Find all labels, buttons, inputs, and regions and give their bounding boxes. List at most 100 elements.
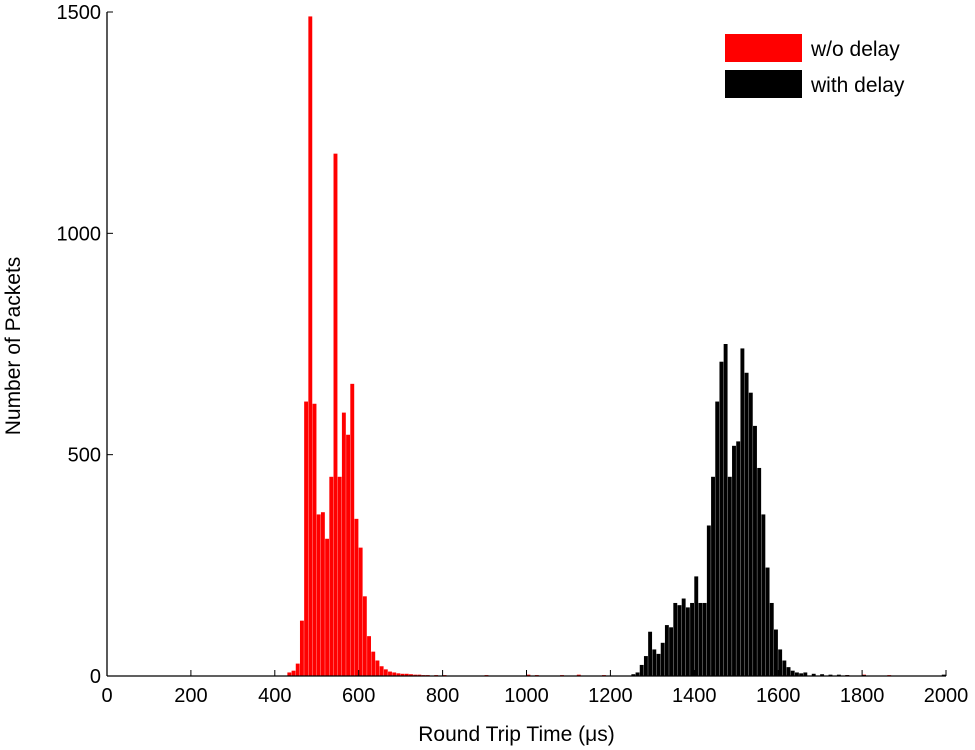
- histogram-bar-without-delay: [383, 669, 388, 676]
- x-tick-label: 1800: [840, 685, 885, 707]
- histogram-bar-with-delay: [820, 674, 825, 676]
- y-tick-label: 1000: [57, 223, 102, 245]
- histogram-bar-without-delay: [375, 660, 380, 676]
- histogram-bar-without-delay: [388, 671, 392, 676]
- x-axis-title: Round Trip Time (μs): [418, 723, 615, 746]
- histogram-bar-without-delay: [299, 620, 304, 676]
- histogram-bar-without-delay: [304, 401, 309, 676]
- histogram-bar-without-delay: [417, 674, 422, 676]
- histogram-bar-with-delay: [698, 602, 703, 676]
- histogram-bar-with-delay: [799, 673, 804, 676]
- histogram-bar-with-delay: [736, 441, 741, 676]
- x-tick-label: 1200: [588, 685, 633, 707]
- histogram-bar-with-delay: [685, 607, 690, 676]
- histogram-bar-with-delay: [635, 672, 640, 676]
- histogram-bar-without-delay: [362, 596, 367, 676]
- histogram-bar-without-delay: [526, 674, 531, 676]
- x-tick-label: 400: [258, 685, 291, 707]
- histogram-bar-without-delay: [413, 674, 418, 676]
- histogram-bar-with-delay: [648, 631, 653, 676]
- histogram-bar-with-delay: [723, 344, 728, 676]
- histogram-bar-without-delay: [409, 674, 413, 676]
- histogram-bar-with-delay: [694, 576, 699, 676]
- legend-label: w/o delay: [810, 38, 900, 61]
- histogram-bars: [287, 16, 946, 677]
- histogram-bar-with-delay: [748, 392, 753, 676]
- legend-item-with-delay: with delay: [725, 70, 905, 98]
- histogram-bar-with-delay: [778, 649, 783, 676]
- histogram-bar-with-delay: [765, 567, 770, 676]
- x-tick-label: 1400: [672, 685, 717, 707]
- histogram-bar-without-delay: [329, 476, 334, 676]
- histogram-bar-with-delay: [631, 674, 636, 676]
- histogram-bar-without-delay: [312, 403, 317, 676]
- histogram-bar-without-delay: [358, 547, 363, 676]
- x-tick-label: 1600: [756, 685, 801, 707]
- histogram-bar-with-delay: [769, 602, 774, 676]
- x-tick-label: 1000: [504, 685, 549, 707]
- histogram-bar-without-delay: [346, 434, 351, 676]
- histogram-bar-without-delay: [396, 673, 401, 676]
- histogram-bar-with-delay: [719, 361, 724, 676]
- histogram-bar-with-delay: [656, 653, 661, 676]
- legend-swatch: [725, 70, 802, 98]
- y-tick-label: 500: [68, 445, 101, 467]
- histogram-bar-with-delay: [673, 602, 678, 676]
- histogram-bar-without-delay: [400, 673, 405, 676]
- histogram-bar-with-delay: [757, 467, 762, 676]
- histogram-bar-with-delay: [639, 664, 644, 676]
- histogram-bar-without-delay: [371, 651, 376, 676]
- histogram-bar-without-delay: [320, 512, 325, 676]
- histogram-bar-without-delay: [392, 672, 397, 676]
- histogram-bar-with-delay: [774, 629, 778, 676]
- legend-item-without-delay: w/o delay: [725, 34, 900, 62]
- histogram-bar-with-delay: [761, 514, 766, 676]
- histogram-bar-without-delay: [379, 666, 384, 676]
- y-axis-title: Number of Packets: [2, 257, 25, 436]
- histogram-bar-without-delay: [295, 663, 300, 676]
- histogram-bar-with-delay: [702, 602, 707, 676]
- y-tick-label: 1500: [57, 2, 102, 24]
- histogram-bar-with-delay: [732, 445, 736, 676]
- histogram-bar-with-delay: [836, 674, 841, 676]
- legend-swatch: [725, 34, 802, 62]
- histogram-bar-with-delay: [811, 673, 816, 676]
- x-tick-label: 200: [174, 685, 207, 707]
- histogram-bar-with-delay: [706, 525, 711, 676]
- histogram-bar-with-delay: [643, 656, 648, 676]
- histogram-bar-with-delay: [681, 598, 686, 676]
- histogram-bar-without-delay: [291, 670, 296, 676]
- histogram-bar-with-delay: [794, 672, 799, 676]
- histogram-bar-with-delay: [744, 372, 749, 676]
- histogram-bar-with-delay: [782, 660, 787, 676]
- y-tick-label: 0: [90, 666, 101, 688]
- histogram-bar-with-delay: [711, 476, 715, 676]
- histogram-bar-without-delay: [325, 538, 330, 676]
- histogram-bar-without-delay: [337, 476, 342, 676]
- histogram-bar-without-delay: [316, 514, 321, 676]
- histogram-bar-with-delay: [803, 672, 808, 676]
- histogram-bar-with-delay: [690, 602, 694, 676]
- histogram-bar-without-delay: [308, 16, 313, 677]
- histogram-bar-with-delay: [753, 425, 757, 676]
- histogram-bar-without-delay: [367, 636, 371, 676]
- histogram-bar-with-delay: [740, 348, 745, 676]
- histogram-bar-with-delay: [828, 674, 833, 676]
- x-tick-label: 0: [101, 685, 112, 707]
- histogram-bar-without-delay: [287, 672, 292, 676]
- histogram-bar-without-delay: [350, 383, 355, 676]
- histogram-bar-with-delay: [652, 649, 657, 676]
- histogram-bar-without-delay: [404, 673, 409, 676]
- histogram-bar-with-delay: [727, 476, 732, 676]
- x-tick-label: 600: [342, 685, 375, 707]
- histogram-bar-without-delay: [576, 674, 581, 676]
- histogram-bar-without-delay: [354, 518, 359, 676]
- histogram-bar-with-delay: [660, 642, 665, 676]
- x-tick-label: 2000: [924, 685, 969, 707]
- x-tick-label: 800: [426, 685, 459, 707]
- histogram-bar-without-delay: [341, 412, 346, 676]
- histogram-bar-with-delay: [941, 674, 946, 676]
- histogram-bar-without-delay: [333, 153, 338, 676]
